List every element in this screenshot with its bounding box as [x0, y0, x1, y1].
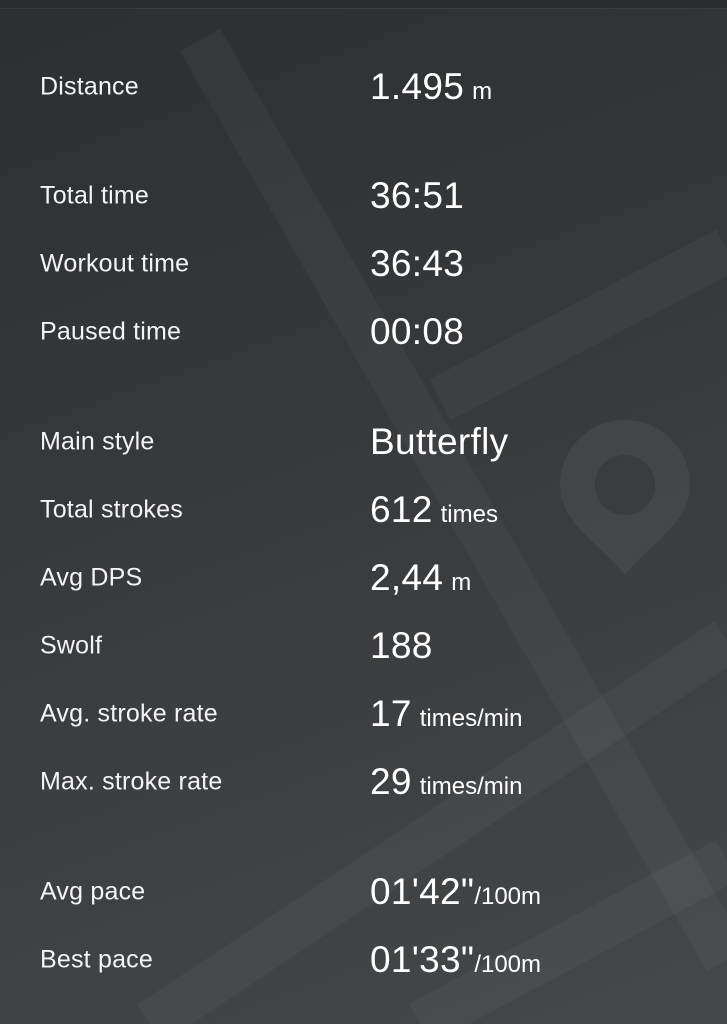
stat-unit: times/min	[419, 773, 523, 800]
stat-value-container: 36:43	[370, 243, 464, 285]
stat-label: Max. stroke rate	[40, 767, 223, 796]
stat-row-avg-pace: Avg pace 01'42"/100m	[0, 862, 727, 922]
stat-value: 1.495	[370, 66, 465, 107]
stat-label: Main style	[40, 427, 155, 456]
stat-value-container: 612 times	[370, 489, 498, 531]
stat-unit: /100m	[474, 951, 542, 978]
stat-row-total-strokes: Total strokes 612 times	[0, 480, 727, 540]
stat-row-total-time: Total time 36:51	[0, 166, 727, 226]
stat-row-max-stroke-rate: Max. stroke rate 29 times/min	[0, 752, 727, 812]
stat-label: Swolf	[40, 631, 103, 660]
stat-value-container: 36:51	[370, 175, 464, 217]
stat-row-main-style: Main style Butterfly	[0, 412, 727, 472]
stat-row-swolf: Swolf 188	[0, 616, 727, 676]
stat-row-workout-time: Workout time 36:43	[0, 234, 727, 294]
stat-value-container: Butterfly	[370, 421, 508, 463]
stat-label: Workout time	[40, 249, 190, 278]
map-pin-icon	[560, 420, 690, 575]
stat-value-container: 00:08	[370, 311, 464, 353]
stat-label: Best pace	[40, 945, 153, 974]
stat-value-container: 29 times/min	[370, 761, 522, 803]
stat-value: 17	[370, 693, 412, 734]
stat-unit: m	[451, 569, 472, 596]
stat-unit: /100m	[474, 883, 542, 910]
stat-value: 01'33"	[370, 939, 475, 980]
stat-unit: m	[472, 78, 493, 105]
stat-unit: times/min	[419, 705, 523, 732]
top-divider	[0, 0, 727, 9]
stat-value-container: 2,44 m	[370, 557, 471, 599]
stat-label: Avg DPS	[40, 563, 143, 592]
stat-label: Distance	[40, 72, 139, 101]
stat-label: Avg pace	[40, 877, 146, 906]
stat-row-avg-dps: Avg DPS 2,44 m	[0, 548, 727, 608]
stat-value-container: 1.495 m	[370, 66, 492, 108]
stat-value: 01'42"	[370, 871, 475, 912]
stat-value-container: 17 times/min	[370, 693, 522, 735]
stat-label: Paused time	[40, 317, 182, 346]
stat-row-paused-time: Paused time 00:08	[0, 302, 727, 362]
stat-value: 612	[370, 489, 433, 530]
stat-label: Avg. stroke rate	[40, 699, 218, 728]
stat-value: 00:08	[370, 311, 465, 352]
stat-value: 2,44	[370, 557, 444, 598]
stat-row-best-pace: Best pace 01'33"/100m	[0, 930, 727, 990]
stat-value-container: 188	[370, 625, 433, 667]
stat-row-avg-stroke-rate: Avg. stroke rate 17 times/min	[0, 684, 727, 744]
stat-value: Butterfly	[370, 421, 509, 462]
stat-value: 36:51	[370, 175, 465, 216]
stat-value-container: 01'33"/100m	[370, 939, 541, 981]
stat-label: Total time	[40, 181, 149, 210]
stat-value: 188	[370, 625, 433, 666]
stat-value: 29	[370, 761, 412, 802]
stat-unit: times	[440, 501, 498, 528]
stat-row-distance: Distance 1.495 m	[0, 57, 727, 117]
stat-value: 36:43	[370, 243, 465, 284]
stat-value-container: 01'42"/100m	[370, 871, 541, 913]
stat-label: Total strokes	[40, 495, 183, 524]
